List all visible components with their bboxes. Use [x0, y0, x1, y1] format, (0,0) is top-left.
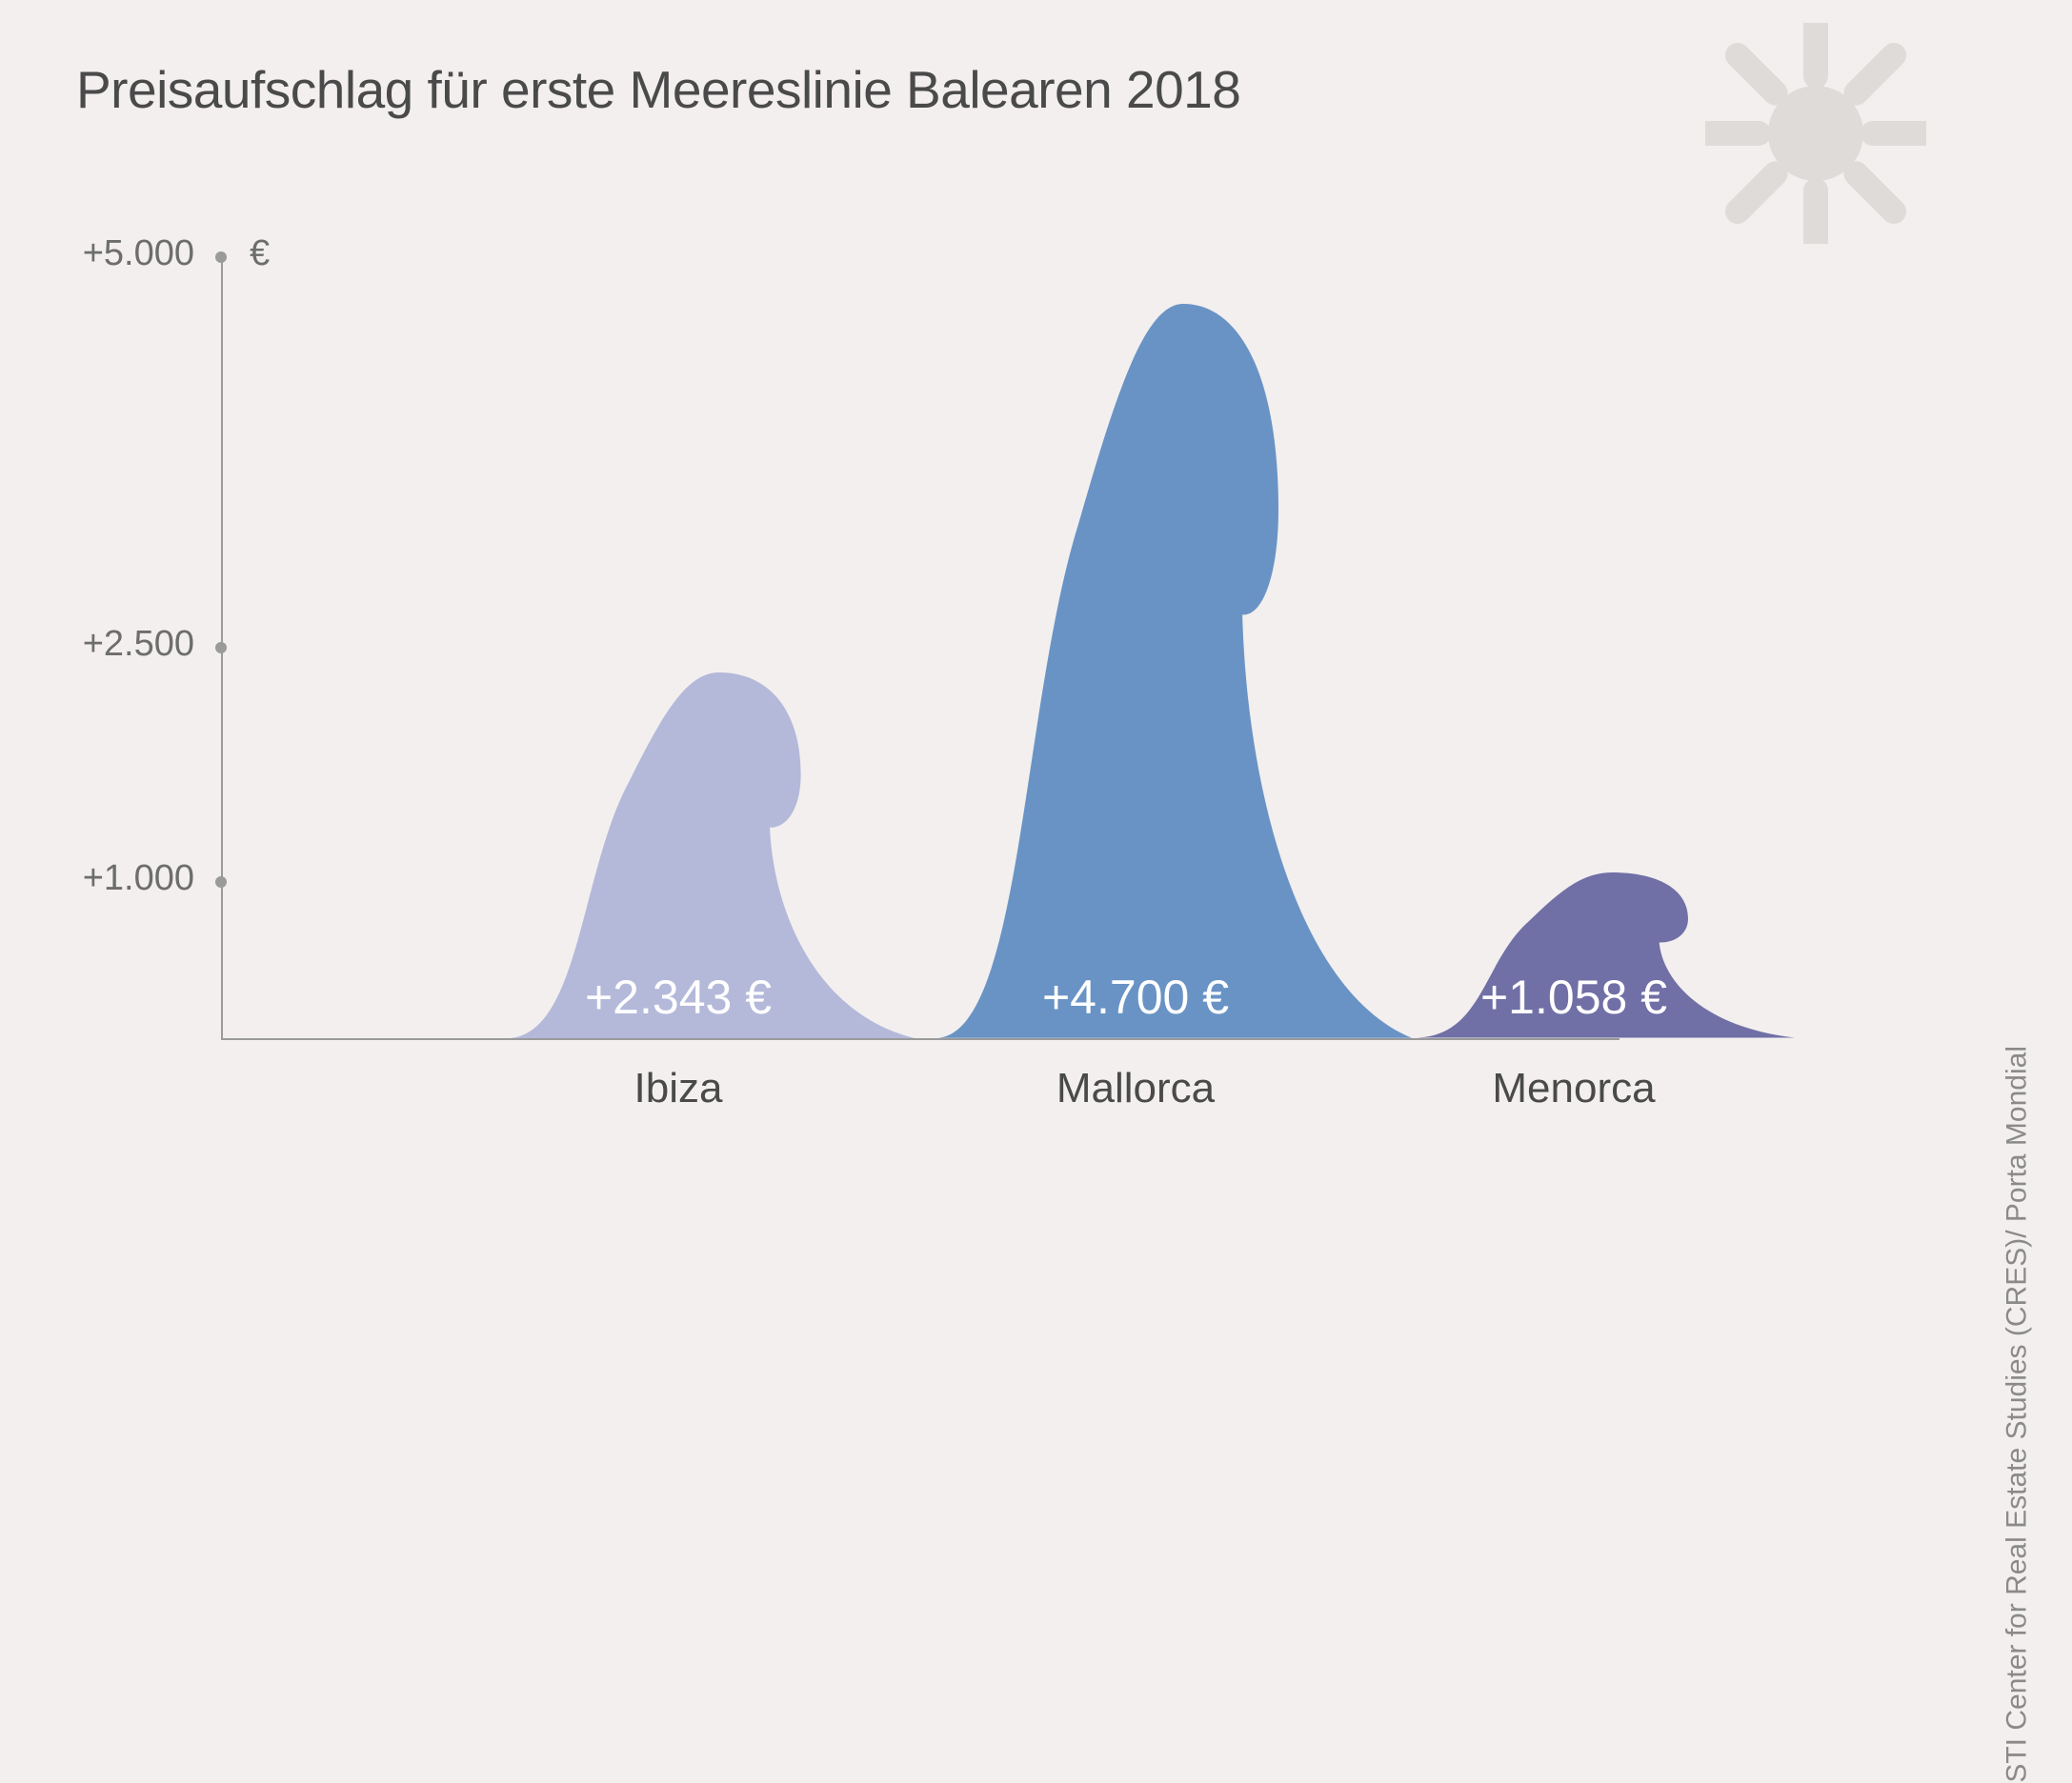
chart-title: Preisaufschlag für erste Meereslinie Bal…: [76, 59, 1240, 120]
value-label: +4.700 €: [1012, 970, 1259, 1025]
category-label: Menorca: [1431, 1065, 1717, 1112]
value-label: +2.343 €: [554, 970, 802, 1025]
sun-icon: [1705, 23, 1926, 249]
category-label: Mallorca: [993, 1065, 1278, 1112]
chart-container: Preisaufschlag für erste Meereslinie Bal…: [0, 0, 2072, 1170]
y-tick-label: +5.000: [83, 233, 194, 274]
y-tick-dot: [215, 642, 227, 653]
x-axis-line: [221, 1038, 1619, 1040]
y-tick-label: +2.500: [83, 624, 194, 665]
category-label: Ibiza: [535, 1065, 821, 1112]
y-tick-label: +1.000: [83, 858, 194, 899]
value-label: +1.058 €: [1450, 970, 1698, 1025]
y-tick-dot: [215, 876, 227, 888]
y-axis-unit: €: [250, 233, 270, 274]
y-tick-dot: [215, 251, 227, 263]
source-credit: STI Center for Real Estate Studies (CRES…: [2002, 1046, 2034, 1783]
wave-mallorca: [935, 304, 1412, 1038]
